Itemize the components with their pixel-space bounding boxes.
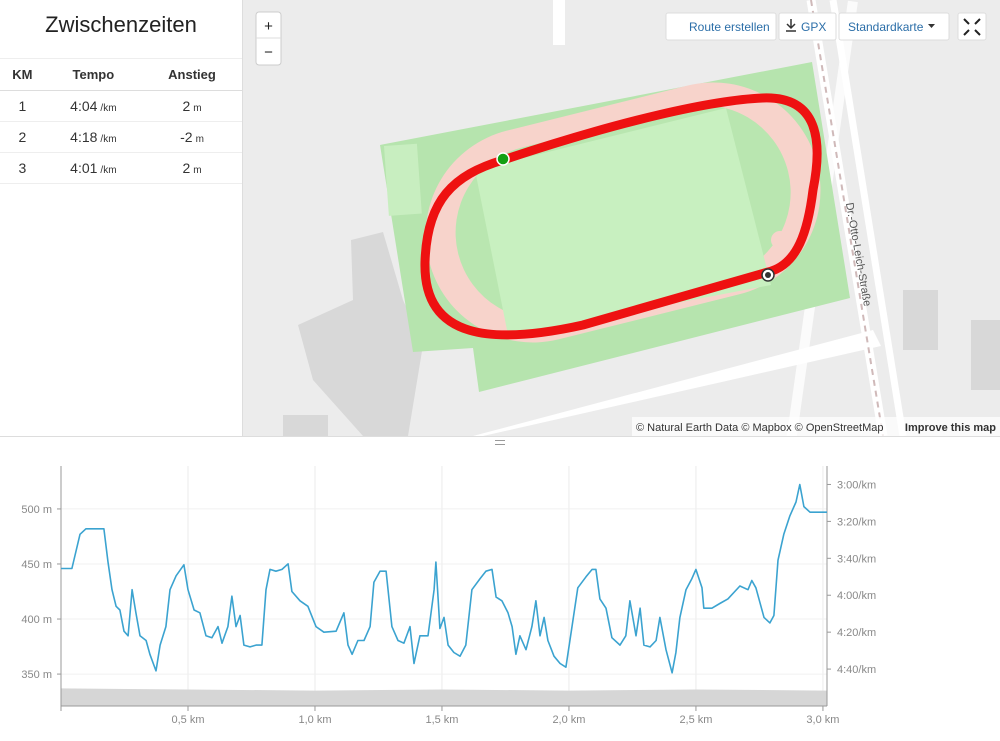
elevation-area	[61, 688, 827, 706]
value: -2	[180, 129, 193, 145]
x-tick-label: 1,0 km	[298, 714, 331, 726]
gpx-button[interactable]: GPX	[801, 20, 826, 34]
improve-link[interactable]: Improve this map	[905, 422, 996, 434]
cell: 3	[0, 152, 45, 184]
y-tick-label: 350 m	[21, 669, 52, 681]
route-button[interactable]: Route erstellen	[689, 20, 770, 34]
cell: 2	[0, 121, 45, 153]
map[interactable]: Dr.-Otto-Leich-Straße + − Route erstelle…	[243, 0, 1000, 436]
cell: -2 m	[142, 121, 242, 153]
split-row: 2 4:18/km -2 m	[0, 121, 242, 153]
unit: m	[193, 165, 202, 176]
x-tick-label: 2,0 km	[552, 714, 585, 726]
y2-tick-label: 4:00/km	[837, 590, 876, 602]
cell: 4:18/km	[44, 121, 143, 153]
cell: 1	[0, 90, 45, 122]
y2-tick-label: 4:40/km	[837, 664, 876, 676]
unit: m	[195, 134, 204, 145]
y2-tick-label: 3:20/km	[837, 516, 876, 528]
zoom-in[interactable]: +	[264, 18, 273, 35]
fullscreen-button[interactable]	[957, 12, 987, 41]
zoom-out[interactable]: −	[264, 44, 273, 61]
unit: /km	[100, 165, 117, 176]
value: 2	[182, 98, 191, 114]
attribution: © Natural Earth Data © Mapbox © OpenStre…	[636, 422, 883, 434]
y-tick-label: 400 m	[21, 614, 52, 626]
splits-panel: Zwischenzeiten KM Tempo Anstieg 1 4:04/km 2 m…	[0, 0, 243, 436]
splitter[interactable]	[0, 436, 1000, 447]
col-header: KM	[0, 58, 45, 91]
y-tick-label: 450 m	[21, 559, 52, 571]
unit: /km	[100, 103, 117, 114]
zoom-control: + −	[255, 11, 282, 66]
y2-tick-label: 3:00/km	[837, 479, 876, 491]
value: 4:01	[70, 160, 98, 176]
value: 4:18	[70, 129, 98, 145]
map-style-button[interactable]: Standardkarte	[848, 20, 924, 34]
value: 3	[18, 160, 27, 176]
panel-title: Zwischenzeiten	[45, 12, 197, 37]
pace-line	[61, 483, 827, 674]
value: 2	[18, 129, 27, 145]
col-header: Tempo	[44, 58, 143, 91]
y-tick-label: 500 m	[21, 504, 52, 516]
value: 2	[182, 160, 191, 176]
split-row: 1 4:04/km 2 m	[0, 90, 242, 122]
unit: /km	[100, 134, 117, 145]
split-row: 3 4:01/km 2 m	[0, 152, 242, 184]
unit: m	[193, 103, 202, 114]
x-tick-label: 3,0 km	[806, 714, 839, 726]
x-tick-label: 2,5 km	[679, 714, 712, 726]
splits-table: KM Tempo Anstieg 1 4:04/km 2 m 2 4:18/km -2 m 3 4:0…	[0, 58, 242, 184]
y2-tick-label: 3:40/km	[837, 553, 876, 565]
cell: 4:01/km	[44, 152, 143, 184]
y2-tick-label: 4:20/km	[837, 627, 876, 639]
value: 4:04	[70, 98, 98, 114]
chart: 0,5 km 1,0 km 1,5 km 2,0 km 2,5 km 3,0 km 350 …	[21, 466, 876, 726]
x-tick-label: 0,5 km	[171, 714, 204, 726]
x-tick-label: 1,5 km	[425, 714, 458, 726]
col-header: Anstieg	[142, 58, 242, 91]
value: 1	[18, 98, 27, 114]
cell: 4:04/km	[44, 90, 143, 122]
